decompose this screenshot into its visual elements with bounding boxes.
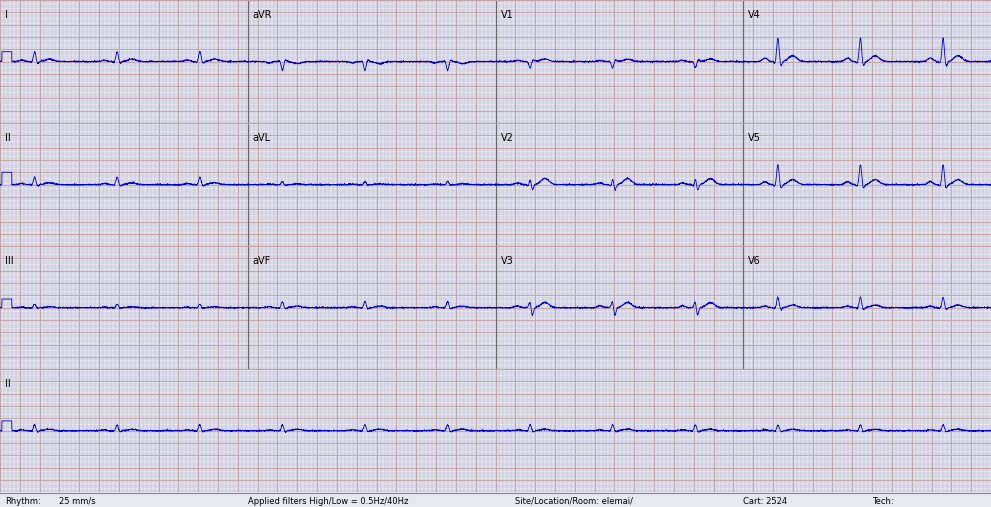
Text: Rhythm:: Rhythm:	[5, 496, 41, 505]
Text: 25 mm/s: 25 mm/s	[59, 496, 96, 505]
Text: aVR: aVR	[253, 10, 273, 20]
Text: V1: V1	[500, 10, 513, 20]
Text: Site/Location/Room: elemai/: Site/Location/Room: elemai/	[515, 496, 633, 505]
Text: V5: V5	[748, 133, 761, 143]
Text: V3: V3	[500, 256, 513, 266]
Text: III: III	[5, 256, 14, 266]
Text: V6: V6	[748, 256, 761, 266]
Text: V4: V4	[748, 10, 761, 20]
Text: Tech:: Tech:	[872, 496, 894, 505]
Text: II: II	[5, 133, 11, 143]
Text: aVL: aVL	[253, 133, 271, 143]
Text: aVF: aVF	[253, 256, 271, 266]
Text: Cart: 2524: Cart: 2524	[743, 496, 788, 505]
Text: I: I	[5, 10, 8, 20]
Text: II: II	[5, 379, 11, 389]
Text: Applied filters High/Low = 0.5Hz/40Hz: Applied filters High/Low = 0.5Hz/40Hz	[248, 496, 408, 505]
Text: V2: V2	[500, 133, 513, 143]
